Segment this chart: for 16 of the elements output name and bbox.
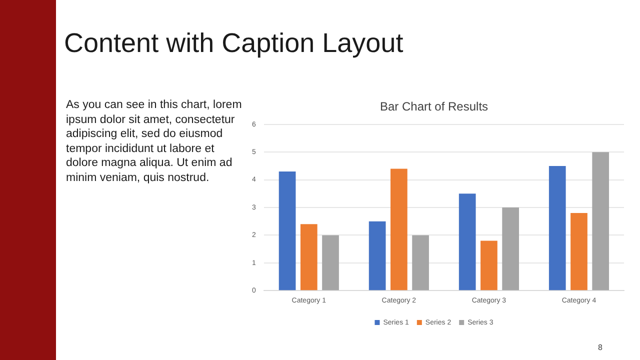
- bar: [322, 235, 339, 290]
- text: As you can see in this chart, lorem ipsum dolor sit amet, consectetur adipiscing elit, sed do eiusmod tempor incididunt ut labore et dolore magna aliqua. Ut enim ad minim veniam, quis nostrud.: [66, 98, 242, 185]
- text: Content with Caption Layout: [64, 28, 404, 59]
- bar: [458, 194, 476, 290]
- bar: [368, 221, 386, 290]
- text: 8: [598, 343, 602, 352]
- bar: [278, 171, 296, 290]
- bar: [548, 166, 566, 290]
- bar: [502, 208, 519, 290]
- chart-title: Bar Chart of Results: [380, 100, 488, 114]
- bar: [480, 240, 498, 290]
- bar: [570, 213, 588, 290]
- bar: [390, 168, 408, 290]
- bar: [592, 152, 610, 290]
- bar: [300, 224, 318, 290]
- bar: [412, 235, 429, 290]
